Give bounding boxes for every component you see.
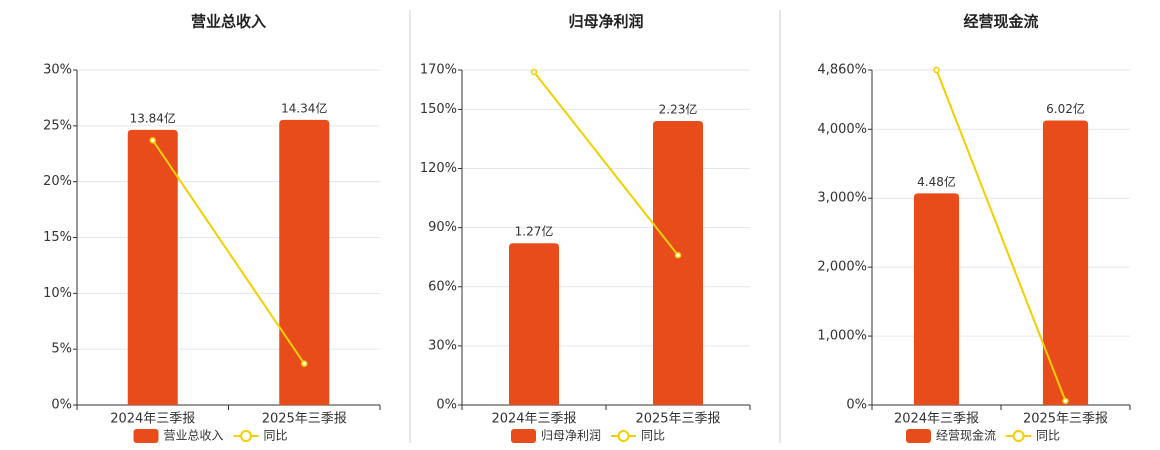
- y-tick-label: 0%: [846, 398, 867, 413]
- line-point: [530, 68, 538, 76]
- x-tick-label: 2025年三季报: [1023, 412, 1108, 427]
- y-tick-label: 20%: [43, 174, 72, 189]
- legend-marker: [617, 430, 630, 442]
- y-tick-label: 1,000%: [817, 329, 867, 344]
- value-label: 13.84亿: [130, 110, 176, 125]
- line-point: [149, 137, 156, 144]
- line-point: [933, 66, 940, 74]
- y-tick-label: 30%: [43, 63, 72, 78]
- y-tick-label: 5%: [51, 342, 72, 357]
- bar: [509, 243, 559, 405]
- y-tick-label: 60%: [428, 279, 457, 294]
- line: [533, 71, 679, 256]
- x-tick-label: 2024年三季报: [894, 412, 979, 427]
- value-label: 14.34亿: [281, 100, 327, 115]
- y-tick-label: 10%: [43, 286, 72, 301]
- value-label: 1.27亿: [515, 224, 554, 239]
- y-tick-label: 0%: [51, 398, 72, 413]
- y-tick-label: 170%: [420, 63, 457, 78]
- line-point: [301, 360, 308, 367]
- line: [151, 139, 306, 365]
- chart-title: 营业总收入: [191, 13, 266, 31]
- bar: [1042, 120, 1089, 405]
- bar: [127, 129, 178, 406]
- legend-label: 同比: [641, 429, 665, 443]
- x-tick-label: 2025年三季报: [262, 412, 347, 427]
- y-tick-label: 120%: [420, 161, 457, 176]
- x-tick-label: 2024年三季报: [110, 412, 195, 427]
- y-tick-label: 15%: [43, 230, 72, 245]
- line: [935, 69, 1067, 402]
- value-label: 6.02亿: [1046, 101, 1085, 116]
- y-tick-label: 25%: [43, 118, 72, 133]
- chart-title: 归母净利润: [568, 13, 643, 31]
- legend-label: 经营现金流: [936, 428, 996, 443]
- legend-marker: [1012, 430, 1025, 442]
- line-point: [1062, 397, 1069, 405]
- x-tick-label: 2025年三季报: [635, 412, 720, 427]
- y-tick-label: 150%: [420, 102, 457, 117]
- x-tick-label: 2024年三季报: [491, 412, 576, 427]
- line-point: [674, 251, 682, 259]
- value-label: 2.23亿: [659, 101, 698, 116]
- y-tick-label: 30%: [428, 338, 457, 353]
- y-tick-label: 90%: [428, 220, 457, 235]
- bar: [653, 120, 703, 406]
- legend-swatch: [906, 429, 931, 443]
- legend-swatch: [511, 429, 536, 443]
- y-tick-label: 3,000%: [817, 191, 867, 206]
- chart-title: 经营现金流: [963, 13, 1038, 31]
- bar: [913, 193, 960, 405]
- y-tick-label: 4,000%: [817, 122, 867, 137]
- bar: [279, 119, 330, 406]
- legend-label: 同比: [264, 429, 288, 443]
- legend-marker: [240, 430, 253, 442]
- legend-swatch: [133, 429, 159, 443]
- legend-label: 归母净利润: [541, 429, 601, 443]
- value-label: 4.48亿: [917, 174, 956, 189]
- legend-label: 营业总收入: [164, 429, 224, 443]
- y-tick-label: 2,000%: [817, 260, 867, 275]
- y-tick-label: 0%: [436, 398, 457, 413]
- legend-label: 同比: [1036, 429, 1060, 443]
- y-tick-label: 4,860%: [817, 63, 867, 78]
